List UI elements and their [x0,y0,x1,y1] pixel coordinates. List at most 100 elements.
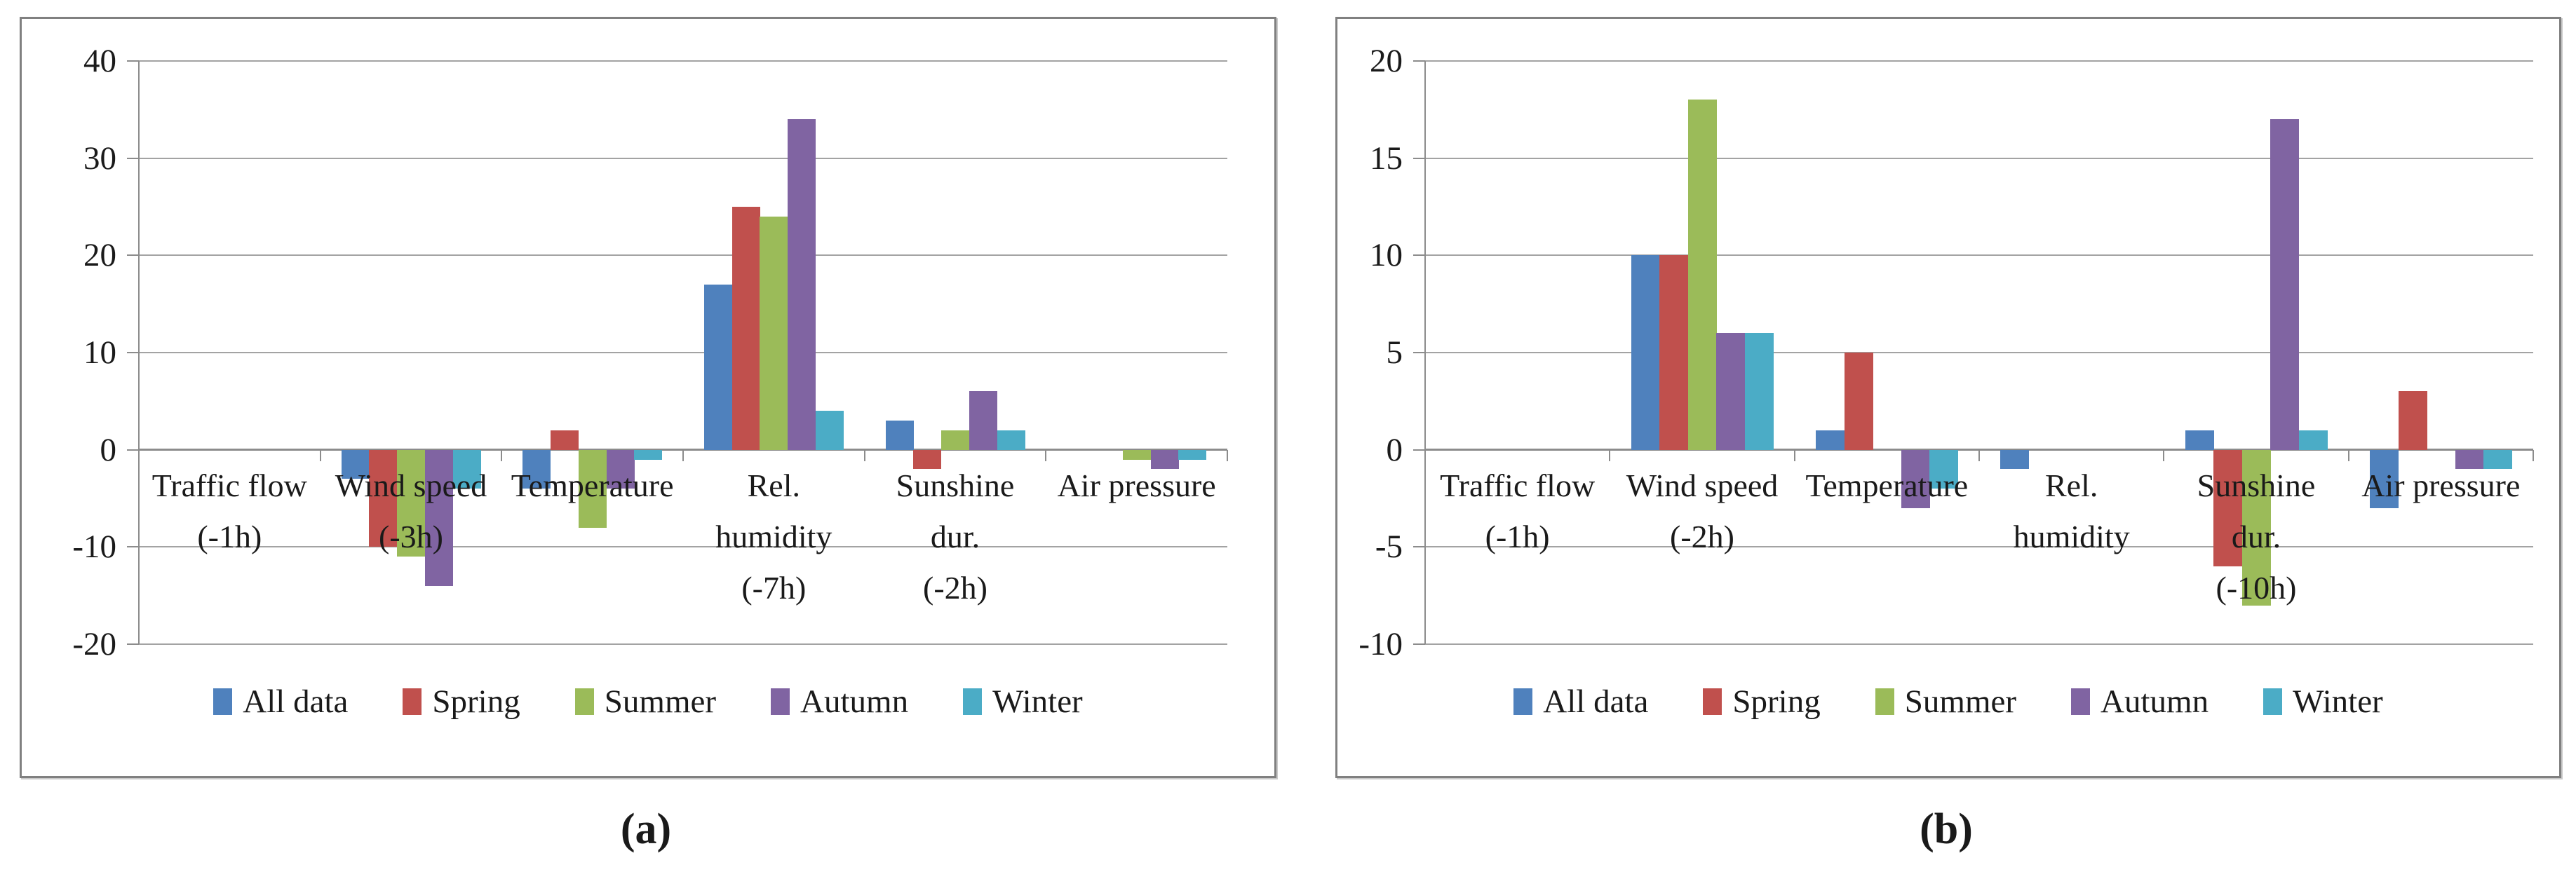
bar-winter-cat3 [816,411,844,450]
y-axis-tick-label: 5 [1386,334,1403,371]
category-label-line: (-2h) [1670,518,1734,554]
category-label-line: Wind speed [335,467,487,503]
legend-label: Autumn [2100,683,2209,720]
gridline-20 [139,254,1227,257]
x-tick-mark [1045,449,1047,461]
category-label: Traffic flow (-1h) [139,460,321,562]
bar-winter-cat2 [1929,449,1959,489]
y-axis-tick-label: 0 [100,431,117,468]
bar-all-data-cat4 [2185,430,2214,450]
y-tick-mark [127,254,139,257]
x-tick-mark [682,449,684,461]
bar-all-data-cat2 [1816,430,1845,450]
bar-spring-cat1 [369,449,398,547]
y-tick-mark [1413,449,1425,451]
bar-autumn-cat2 [1901,449,1930,508]
y-axis-tick-label: -10 [1358,626,1403,662]
y-tick-mark [1413,60,1425,62]
y-axis-tick-label: 40 [83,43,116,79]
bar-winter-cat1 [452,449,481,489]
y-axis-tick-label: 30 [83,139,116,177]
bar-spring-cat4 [913,449,942,470]
category-label-line: Traffic flow [151,467,307,503]
bar-spring-cat2 [1844,353,1873,450]
legend-item-autumn: Autumn [771,683,908,720]
category-label-line: Traffic flow [1440,467,1596,503]
x-tick-mark [1978,449,1980,461]
caption-panel-a: (a) [620,805,672,853]
x-tick-mark [1609,449,1611,461]
gridline-20 [1425,60,2533,62]
legend-label: Summer [1904,683,2017,720]
category-label-line: (-1h) [197,518,262,554]
legend-label: Spring [432,683,520,720]
legend-swatch-icon [574,688,594,715]
caption-panel-b: (b) [1920,805,1973,853]
legend-swatch-icon [2263,688,2283,715]
y-axis-tick-label: 0 [1386,431,1403,468]
gridline-40 [139,60,1227,62]
y-axis-tick-label: -5 [1375,529,1403,566]
category-label: Wind speed (-3h) [321,460,502,562]
legend-item-autumn: Autumn [2071,683,2209,720]
category-label-line: (-10h) [2216,569,2297,606]
bar-summer-cat2 [578,449,607,528]
y-axis-tick-label: 20 [83,237,116,274]
y-tick-mark [127,157,139,159]
legend-swatch-icon [1513,688,1533,715]
category-label-line: humidity [715,518,832,554]
category-label: Sunshine dur. (-2h) [865,460,1046,613]
gridline-5 [1425,352,2533,353]
bar-spring-cat5 [2398,391,2427,450]
legend-item-spring: Spring [403,683,520,720]
y-tick-mark [127,352,139,353]
chart-panel-b: 20 15 10 5 0 -5 -10 Traffic flow (-1h) Wind speed… [1335,17,2561,778]
legend-label: All data [243,683,349,720]
category-label-line: humidity [2013,518,2130,554]
legend-swatch-icon [403,688,422,715]
legend-swatch-icon [963,688,983,715]
category-label-line: dur. [930,518,980,554]
y-axis-tick-label: 15 [1370,139,1403,177]
bar-winter-cat4 [997,430,1025,450]
bar-autumn-cat4 [2270,119,2300,450]
bar-autumn-cat5 [1150,449,1179,470]
bar-all-data-cat4 [885,421,914,450]
bar-autumn-cat2 [606,449,635,489]
category-label-line: (-3h) [379,518,443,554]
category-label-line: (-2h) [923,569,987,606]
x-tick-mark [1227,449,1228,461]
bar-winter-cat4 [2298,430,2328,450]
y-tick-mark [1413,352,1425,353]
bar-spring-cat3 [731,207,760,450]
category-label-line: (-1h) [1485,518,1550,554]
category-label-line: Rel. [747,467,801,503]
y-axis-line [1424,61,1426,644]
y-tick-mark [127,60,139,62]
y-tick-mark [127,546,139,548]
x-tick-mark [2533,449,2534,461]
bar-all-data-cat2 [522,449,551,489]
gridline-10 [1425,254,2533,257]
gridline-15 [1425,157,2533,159]
category-label-line: dur. [2231,518,2281,554]
x-tick-mark [863,449,865,461]
legend-swatch-icon [771,688,790,715]
bar-autumn-cat1 [424,449,453,586]
y-axis-tick-label: -20 [72,626,116,662]
y-tick-mark [1413,643,1425,645]
bar-winter-cat2 [634,449,663,460]
bar-spring-cat4 [2213,449,2243,567]
y-axis-tick-label: 20 [1370,43,1403,79]
legend-item-spring: Spring [1703,683,1821,720]
bar-summer-cat1 [397,449,426,557]
gridline--20 [139,643,1227,645]
bar-summer-cat4 [941,430,970,450]
legend-item-winter: Winter [963,683,1083,720]
bar-all-data-cat3 [2000,449,2030,470]
legend: All data Spring Summer Autumn Winter [22,683,1274,720]
bar-autumn-cat1 [1716,333,1746,450]
category-label: Air pressure [2349,460,2533,511]
legend-item-summer: Summer [574,683,716,720]
